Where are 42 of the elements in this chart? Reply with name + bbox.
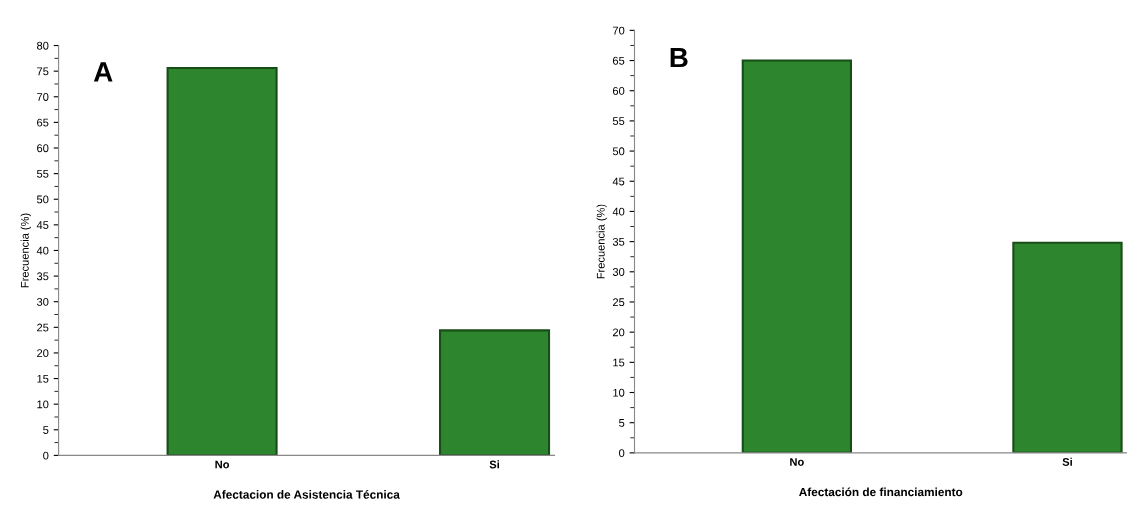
y-tick-label: 0 [619,449,625,458]
y-tick-label: 50 [36,195,49,204]
y-tick-label: 75 [37,67,49,76]
y-axis-title: Frecuencia (%) [20,213,31,288]
y-tick-label: 55 [612,117,625,126]
y-tick-label: 55 [36,170,49,178]
y-tick-label: 65 [612,56,625,65]
y-tick-label: 50 [612,147,625,156]
y-tick-label: 35 [612,237,625,246]
y-axis-title: Frecuencia (%) [596,204,607,279]
annotation: A [93,62,113,82]
y-tick-label: 15 [613,358,625,367]
y-tick-label: 35 [36,272,49,281]
y-tick-label: 60 [612,86,625,95]
y-tick-label: 60 [37,144,49,153]
y-tick-label: 30 [36,297,49,306]
y-tick-label: 40 [612,207,625,216]
y-tick-label: 10 [613,388,625,397]
y-tick-label: 70 [37,93,49,101]
y-tick-label: 40 [36,246,49,255]
x-tick-label: Si [1062,457,1072,466]
y-tick-label: 5 [619,419,625,427]
x-axis-title: Afectacion de Asistencia Técnica [213,489,400,499]
x-axis-title: Afectación de financiamiento [799,487,963,497]
y-tick-label: 30 [612,268,625,276]
y-tick-label: 80 [37,41,49,50]
y-tick-label: 20 [37,349,49,358]
annotation: B [670,48,688,68]
y-tick-label: 5 [43,426,49,434]
y-tick-label: 25 [37,323,49,332]
y-tick-label: 10 [37,400,49,409]
y-tick-label: 45 [36,221,49,229]
y-tick-label: 15 [37,374,49,383]
x-tick-label: No [790,458,804,466]
y-tick-label: 70 [612,26,625,35]
y-tick-label: 65 [37,118,49,127]
y-tick-label: 20 [612,328,625,337]
y-tick-label: 45 [612,177,625,186]
y-tick-label: 25 [612,298,625,307]
y-tick-label: 0 [43,451,49,460]
x-tick-label: No [215,460,230,469]
x-tick-label: Si [489,460,499,469]
